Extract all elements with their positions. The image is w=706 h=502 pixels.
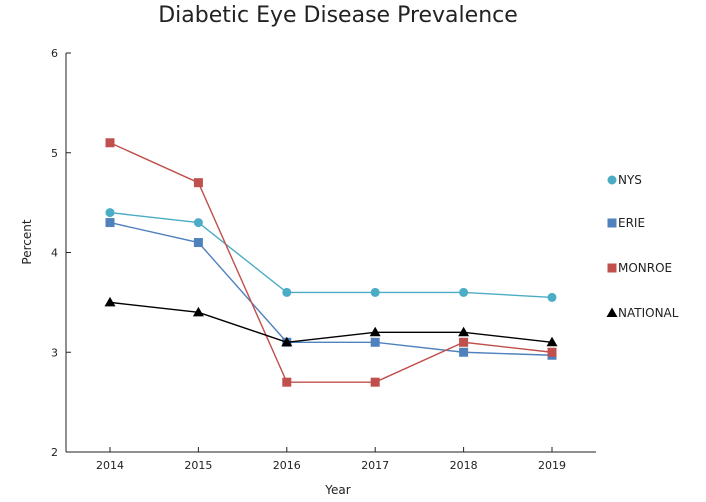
axes: 2 3 4 5 6 2014 2015 2016 2017 2018 2019 xyxy=(51,47,596,472)
y-tick-label: 3 xyxy=(51,346,58,359)
series-national xyxy=(104,296,558,347)
data-point-nys xyxy=(105,208,115,218)
y-tick-label: 4 xyxy=(51,247,58,260)
data-point-nys xyxy=(370,287,380,297)
data-point-nys xyxy=(282,287,292,297)
legend-item-monroe: MONROE xyxy=(607,261,672,275)
y-tick-label: 6 xyxy=(51,47,58,60)
x-tick-label: 2015 xyxy=(184,459,212,472)
legend-item-nys: NYS xyxy=(607,173,642,187)
series-layer xyxy=(104,138,558,387)
legend-marker-monroe xyxy=(607,263,617,273)
data-point-erie xyxy=(193,238,203,248)
y-axis-label: Percent xyxy=(20,219,34,264)
legend-marker-national xyxy=(606,307,618,317)
data-point-national xyxy=(192,306,204,317)
legend-label-nys: NYS xyxy=(618,173,642,187)
chart-title: Diabetic Eye Disease Prevalence xyxy=(158,3,518,28)
data-point-national xyxy=(546,336,558,347)
data-point-erie xyxy=(370,337,380,347)
legend-marker-nys xyxy=(607,175,617,185)
x-tick-label: 2018 xyxy=(450,459,478,472)
series-nys xyxy=(105,208,557,302)
y-tick-label: 2 xyxy=(51,446,58,459)
legend-label-national: NATIONAL xyxy=(618,306,679,320)
data-point-national xyxy=(281,336,293,347)
data-point-monroe xyxy=(105,138,115,148)
data-point-national xyxy=(369,326,381,337)
legend-marker-erie xyxy=(607,218,617,228)
series-line-national xyxy=(109,301,553,343)
data-point-nys xyxy=(193,218,203,228)
data-point-monroe xyxy=(459,337,469,347)
data-point-nys xyxy=(459,287,469,297)
legend-label-erie: ERIE xyxy=(618,216,645,230)
data-point-monroe xyxy=(193,178,203,188)
series-line-erie xyxy=(109,221,553,356)
x-axis-label: Year xyxy=(324,483,350,497)
data-point-monroe xyxy=(547,347,557,357)
y-tick-label: 5 xyxy=(51,147,58,160)
data-point-nys xyxy=(547,292,557,302)
data-point-monroe xyxy=(282,377,292,387)
legend-label-monroe: MONROE xyxy=(618,261,672,275)
x-tick-label: 2014 xyxy=(96,459,124,472)
legend: NYS ERIE MONROE NATIONAL xyxy=(606,173,679,320)
series-monroe xyxy=(105,138,557,387)
series-line-monroe xyxy=(109,142,553,383)
series-erie xyxy=(105,218,557,360)
x-tick-label: 2017 xyxy=(361,459,389,472)
data-point-national xyxy=(104,296,116,307)
data-point-monroe xyxy=(370,377,380,387)
data-point-erie xyxy=(459,347,469,357)
data-point-erie xyxy=(105,218,115,228)
x-tick-label: 2019 xyxy=(538,459,566,472)
legend-item-erie: ERIE xyxy=(607,216,645,230)
data-point-national xyxy=(458,326,470,337)
series-line-nys xyxy=(109,211,553,299)
x-tick-label: 2016 xyxy=(273,459,301,472)
legend-item-national: NATIONAL xyxy=(606,306,679,320)
